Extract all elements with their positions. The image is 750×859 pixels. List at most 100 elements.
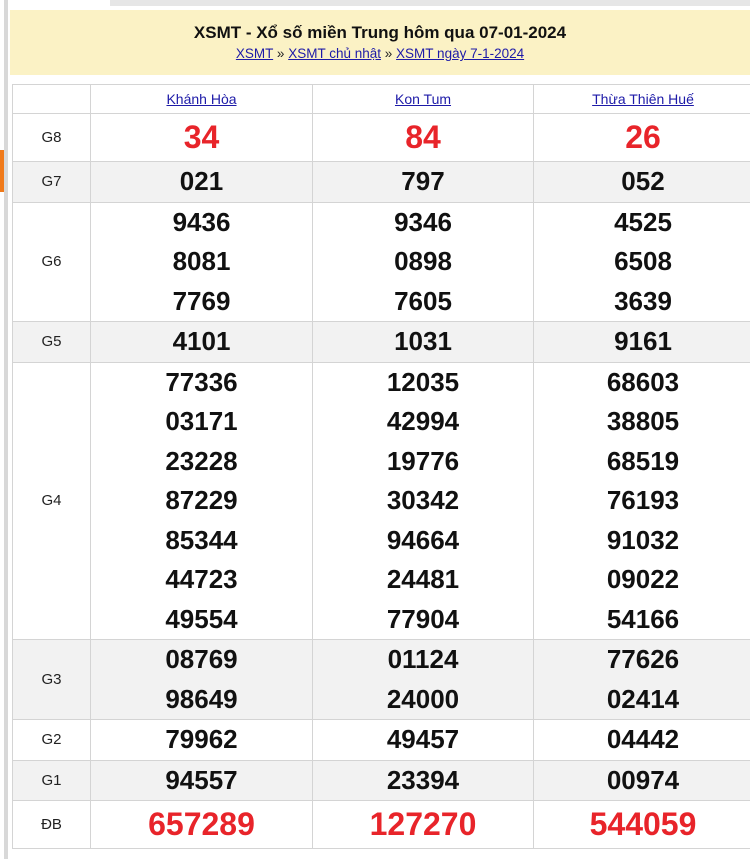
winning-number: 04442 [606, 724, 680, 754]
prize-label: G1 [12, 759, 91, 801]
winning-number: 9346 [394, 206, 452, 237]
prize-cell: 04442 [533, 719, 750, 761]
winning-number: 19776 [386, 445, 460, 476]
winning-number: 7605 [394, 285, 452, 316]
prize-cell: 4525 6508 3639 [533, 201, 750, 322]
winning-number: 44723 [165, 564, 238, 594]
province-header-row: Khánh Hòa Kon Tum Thừa Thiên Huế [12, 84, 750, 114]
prize-cell: 23394 [312, 759, 534, 801]
prize-label: G4 [12, 361, 91, 640]
breadcrumb-xsmt-sunday[interactable]: XSMT chủ nhật [288, 46, 381, 61]
winning-number: 54166 [606, 603, 680, 634]
prize-cell: 052 [533, 161, 750, 203]
province-link-thua-thien-hue[interactable]: Thừa Thiên Huế [592, 91, 694, 107]
winning-number: 24000 [386, 683, 460, 714]
prize-cell: 01124 24000 [312, 639, 534, 720]
prize-cell: 79962 [90, 719, 313, 761]
prize-cell: 127270 [312, 800, 534, 849]
winning-number: 7769 [172, 285, 231, 316]
prize-cell: 4101 [90, 321, 313, 363]
winning-number: 544059 [589, 806, 697, 842]
winning-number: 42994 [386, 406, 460, 436]
winning-number: 77904 [386, 603, 460, 634]
winning-number: 94557 [165, 764, 238, 795]
winning-number: 94664 [386, 524, 460, 555]
prize-cell: 1031 [312, 321, 534, 363]
prize-row-g6: G6 9436 8081 7769 9346 0898 7605 4525 6508 3639 [12, 201, 750, 322]
top-tab-strip [110, 0, 750, 6]
winning-number: 1031 [394, 326, 452, 356]
prize-label: G7 [12, 161, 91, 203]
prize-cell: 34 [90, 113, 313, 162]
winning-number: 30342 [386, 485, 460, 515]
prize-label: G5 [12, 321, 91, 363]
winning-number: 38805 [606, 406, 680, 436]
winning-number: 9436 [172, 206, 231, 237]
breadcrumb-xsmt[interactable]: XSMT [235, 46, 274, 61]
breadcrumb-separator: » [276, 46, 285, 61]
winning-number: 08769 [165, 644, 238, 674]
province-link-kon-tum[interactable]: Kon Tum [394, 91, 452, 107]
results-table: Khánh Hòa Kon Tum Thừa Thiên Huế G8 34 84 2… [12, 84, 750, 849]
winning-number: 49554 [165, 603, 238, 634]
prize-row-g1: G1 94557 23394 00974 [12, 759, 750, 801]
winning-number: 68519 [606, 445, 680, 476]
breadcrumb: XSMT » XSMT chủ nhật » XSMT ngày 7-1-202… [10, 46, 750, 61]
winning-number: 00974 [606, 764, 680, 795]
winning-number: 6508 [614, 246, 672, 276]
prize-cell: 12035 42994 19776 30342 94664 24481 77904 [312, 361, 534, 640]
prize-label: G8 [12, 113, 91, 162]
prize-label: ĐB [12, 800, 91, 849]
winning-number: 12035 [386, 366, 460, 397]
side-tab-marker[interactable] [0, 150, 4, 192]
prize-label: G2 [12, 719, 91, 761]
winning-number: 77626 [606, 644, 680, 674]
winning-number: 77336 [165, 366, 238, 397]
winning-number: 9161 [614, 326, 672, 356]
prize-cell: 021 [90, 161, 313, 203]
winning-number: 24481 [386, 564, 460, 594]
winning-number: 79962 [165, 724, 238, 754]
winning-number: 85344 [165, 524, 238, 555]
winning-number: 8081 [172, 246, 231, 276]
prize-row-g2: G2 79962 49457 04442 [12, 719, 750, 761]
breadcrumb-xsmt-date[interactable]: XSMT ngày 7-1-2024 [396, 46, 525, 61]
empty-header-cell [12, 84, 91, 114]
winning-number: 68603 [606, 366, 680, 397]
province-link-khanh-hoa[interactable]: Khánh Hòa [166, 91, 237, 107]
prize-cell: 68603 38805 68519 76193 91032 09022 54166 [533, 361, 750, 640]
winning-number: 34 [183, 119, 220, 155]
prize-cell: 9436 8081 7769 [90, 201, 313, 322]
prize-cell: 77336 03171 23228 87229 85344 44723 49554 [90, 361, 313, 640]
prize-cell: 00974 [533, 759, 750, 801]
winning-number: 01124 [387, 644, 459, 674]
prize-cell: 9346 0898 7605 [312, 201, 534, 322]
winning-number: 3639 [614, 285, 672, 316]
winning-number: 02414 [606, 683, 680, 714]
page-title: XSMT - Xổ số miền Trung hôm qua 07-01-20… [193, 23, 567, 42]
prize-cell: 544059 [533, 800, 750, 849]
prize-label: G3 [12, 639, 91, 720]
prize-row-g4: G4 77336 03171 23228 87229 85344 44723 49554 120… [12, 361, 750, 640]
prize-cell: 84 [312, 113, 534, 162]
prize-row-g8: G8 34 84 26 [12, 113, 750, 162]
prize-cell: 49457 [312, 719, 534, 761]
prize-row-g7: G7 021 797 052 [12, 161, 750, 203]
prize-row-g5: G5 4101 1031 9161 [12, 321, 750, 363]
winning-number: 09022 [606, 564, 680, 594]
winning-number: 91032 [606, 524, 680, 555]
winning-number: 021 [179, 166, 224, 196]
winning-number: 4525 [614, 206, 672, 237]
winning-number: 84 [405, 119, 441, 155]
prize-cell: 77626 02414 [533, 639, 750, 720]
left-border [4, 0, 8, 859]
prize-label: G6 [12, 201, 91, 322]
prize-row-g3: G3 08769 98649 01124 24000 77626 02414 [12, 639, 750, 720]
prize-cell: 797 [312, 161, 534, 203]
winning-number: 0898 [394, 246, 452, 276]
winning-number: 127270 [369, 806, 477, 842]
winning-number: 657289 [148, 806, 255, 842]
winning-number: 98649 [165, 683, 238, 714]
winning-number: 76193 [606, 485, 680, 515]
winning-number: 03171 [165, 406, 238, 436]
